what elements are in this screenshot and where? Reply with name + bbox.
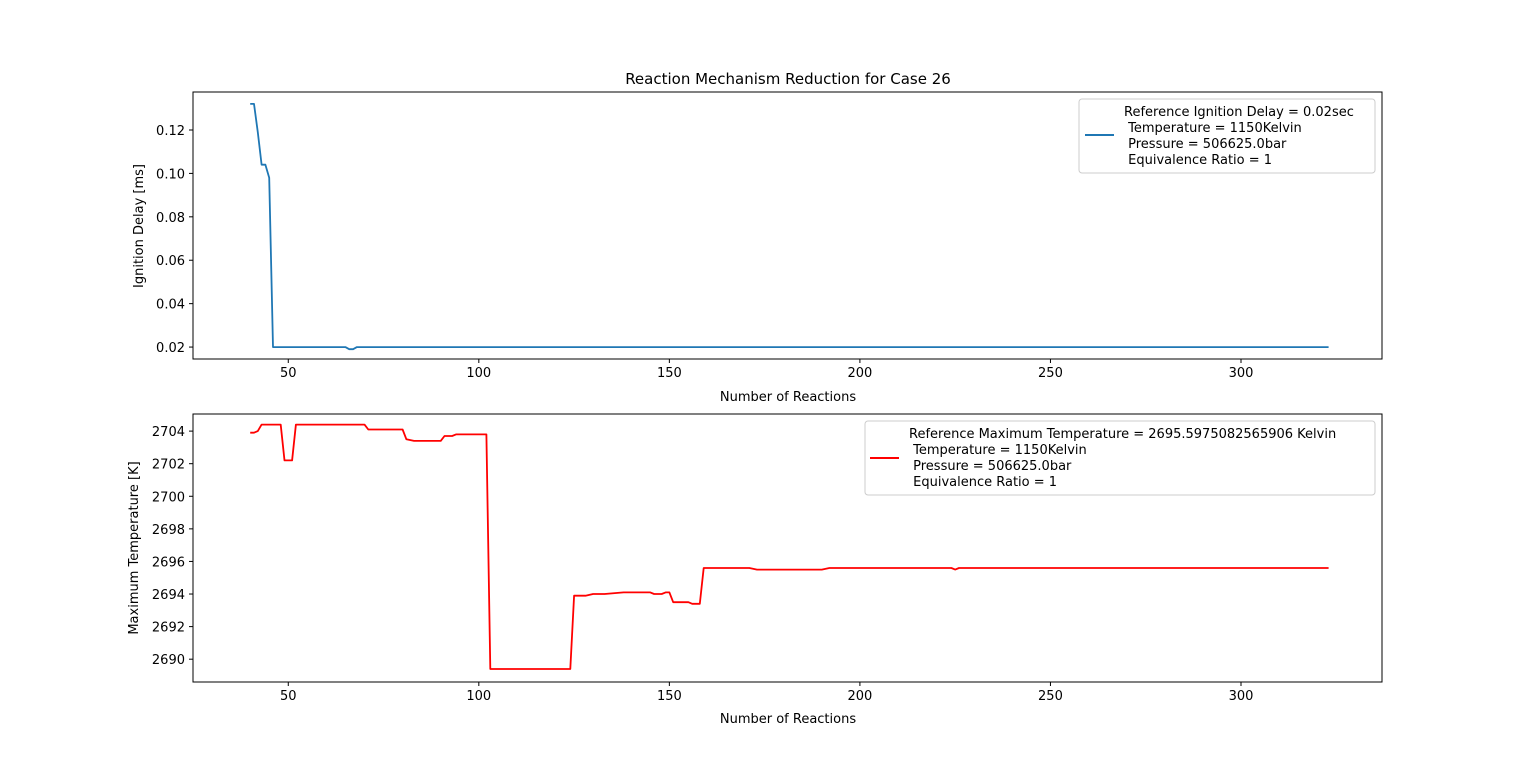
max-temperature-legend-line-4: Equivalence Ratio = 1 <box>909 475 1057 490</box>
max-temperature-y-tick-label: 2694 <box>152 588 185 603</box>
max-temperature-x-tick-label: 250 <box>1038 689 1063 704</box>
max-temperature-y-label: Maximum Temperature [K] <box>127 461 142 634</box>
ignition-delay-legend-line-2: Temperature = 1150Kelvin <box>1124 121 1302 136</box>
ignition-delay-x-label: Number of Reactions <box>720 390 856 405</box>
ignition-delay-x-tick-label: 250 <box>1038 366 1063 381</box>
ignition-delay-y-tick-label: 0.10 <box>156 167 185 182</box>
max-temperature-x-tick-label: 150 <box>657 689 682 704</box>
max-temperature-x-tick-label: 50 <box>280 689 297 704</box>
ignition-delay-x-tick-label: 50 <box>280 366 297 381</box>
ignition-delay-legend-box <box>1078 98 1376 174</box>
ignition-delay-y-label: Ignition Delay [ms] <box>132 164 147 288</box>
max-temperature-y-tick-label: 2702 <box>152 458 185 473</box>
ignition-delay-y-tick-label: 0.02 <box>156 341 185 356</box>
ignition-delay-y-tick-label: 0.12 <box>156 124 185 139</box>
max-temperature-legend-line-2: Temperature = 1150Kelvin <box>909 443 1087 458</box>
max-temperature-y-tick-label: 2700 <box>152 490 185 505</box>
max-temperature-x-ticks: 50 100 150 200 250 300 <box>280 682 1253 704</box>
ignition-delay-x-tick-label: 150 <box>657 366 682 381</box>
max-temperature-y-ticks: 2690 2692 2694 2696 2698 2700 2702 2704 <box>152 425 193 668</box>
ignition-delay-x-tick-label: 100 <box>466 366 491 381</box>
ignition-delay-y-ticks: 0.02 0.04 0.06 0.08 0.10 0.12 <box>156 124 193 356</box>
ignition-delay-legend: Reference Ignition Delay = 0.02sec Tempe… <box>1078 98 1376 174</box>
max-temperature-legend: Reference Maximum Temperature = 2695.597… <box>864 420 1376 496</box>
ignition-delay-x-tick-label: 300 <box>1229 366 1254 381</box>
max-temperature-legend-line-1: Reference Maximum Temperature = 2695.597… <box>909 427 1336 442</box>
ignition-delay-y-tick-label: 0.08 <box>156 211 185 226</box>
max-temperature-y-tick-label: 2696 <box>152 555 185 570</box>
ignition-delay-chart: 50 100 150 200 250 300 0.020.040.060.080.100.… <box>132 91 1383 405</box>
max-temperature-legend-box <box>864 420 1376 496</box>
max-temperature-x-tick-label: 200 <box>847 689 872 704</box>
ignition-delay-y-tick-label: 0.06 <box>156 254 185 269</box>
max-temperature-y-tick-label: 2690 <box>152 653 185 668</box>
ignition-delay-series <box>250 103 1329 351</box>
max-temperature-y-tick-label: 2698 <box>152 523 185 538</box>
max-temperature-chart: 50 100 150 200 250 300 2690 2692 2694 2696 2698 27… <box>127 413 1383 727</box>
max-temperature-x-tick-label: 100 <box>466 689 491 704</box>
max-temperature-x-label: Number of Reactions <box>720 712 856 727</box>
ignition-delay-y-tick-label: 0.04 <box>156 298 185 313</box>
max-temperature-legend-line-3: Pressure = 506625.0bar <box>909 459 1072 474</box>
max-temperature-series <box>250 423 1329 670</box>
figure-title: Reaction Mechanism Reduction for Case 26 <box>625 70 951 88</box>
max-temperature-x-tick-label: 300 <box>1229 689 1254 704</box>
ignition-delay-x-ticks: 50 100 150 200 250 300 <box>280 359 1253 381</box>
ignition-delay-x-tick-label: 200 <box>847 366 872 381</box>
ignition-delay-series-line <box>250 103 1329 351</box>
max-temperature-series-line <box>250 423 1329 670</box>
ignition-delay-legend-line-3: Pressure = 506625.0bar <box>1124 137 1287 152</box>
ignition-delay-legend-line-1: Reference Ignition Delay = 0.02sec <box>1124 105 1354 120</box>
max-temperature-y-tick-label: 2704 <box>152 425 185 440</box>
ignition-delay-legend-line-4: Equivalence Ratio = 1 <box>1124 153 1272 168</box>
max-temperature-y-tick-label: 2692 <box>152 621 185 636</box>
